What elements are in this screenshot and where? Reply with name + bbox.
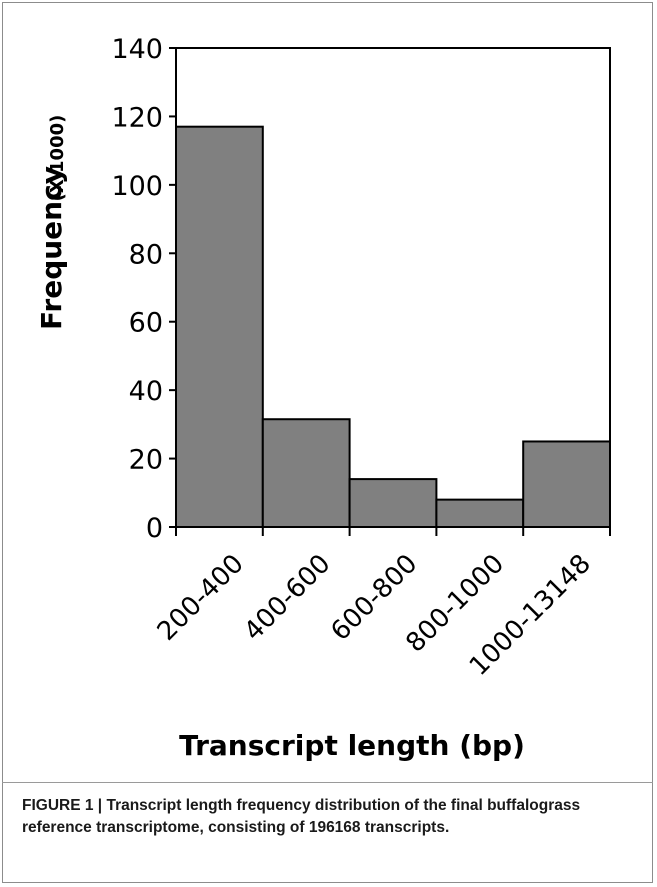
x-ticks-group: [175, 527, 611, 536]
caption-lead: FIGURE 1 |: [22, 797, 103, 814]
plot-frame-group: [175, 47, 611, 528]
bar-200-400: [175, 125, 264, 528]
bars-group: [175, 125, 612, 529]
y-tick-label: 0: [146, 513, 163, 544]
bar-600-800: [348, 478, 438, 529]
caption-divider: [2, 782, 653, 783]
y-tick-label: 140: [111, 34, 163, 65]
x-category-label: 200-400: [152, 549, 250, 647]
y-ticks-group: 0 20 40 60 80 100 120 140: [111, 34, 176, 544]
y-axis-title-group: Frequency (X 1000): [35, 115, 68, 330]
bar-800-1000: [435, 498, 525, 528]
y-axis-unit-label: (X 1000): [47, 115, 68, 202]
figure-caption: FIGURE 1 | Transcript length frequency d…: [22, 795, 622, 839]
y-tick-label: 120: [111, 102, 163, 133]
plot-area-border: [175, 47, 611, 528]
y-tick-label: 100: [111, 171, 163, 202]
y-axis-title: Frequency: [35, 166, 68, 330]
x-category-label: 400-600: [239, 549, 337, 647]
y-tick-label: 80: [129, 239, 163, 270]
caption-text: Transcript length frequency distribution…: [22, 797, 581, 836]
bar-400-600: [261, 418, 351, 529]
histogram-chart: Frequency (X 1000) 0 20 40 60 80 100 120 140 20…: [35, 34, 612, 762]
bar-1000-13148: [522, 440, 612, 529]
x-axis-title: Transcript length (bp): [179, 729, 525, 762]
y-tick-label: 60: [129, 308, 163, 339]
y-tick-label: 40: [129, 376, 163, 407]
y-tick-label: 20: [129, 445, 163, 476]
